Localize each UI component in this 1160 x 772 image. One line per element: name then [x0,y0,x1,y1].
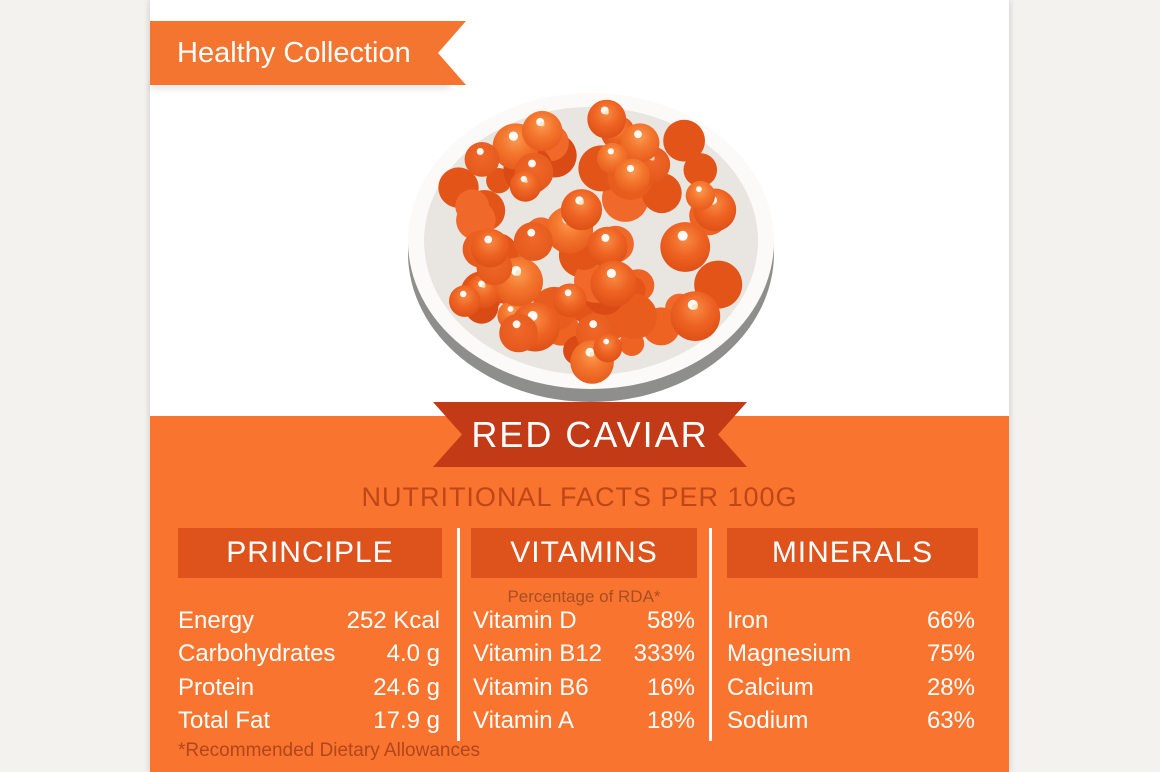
nutrient-value: 63% [926,707,975,735]
section-title: NUTRITIONAL FACTS PER 100G [361,482,798,512]
column-divider [709,528,712,741]
vitamins-rows: Vitamin D 58% Vitamin B12 333% Vitamin B… [473,604,695,738]
nutrient-value: 58% [646,606,695,634]
nutrient-label: Magnesium [727,640,852,668]
nutrient-value: 17.9 g [373,707,440,735]
minerals-rows: Iron 66% Magnesium 75% Calcium 28% Sodiu… [727,604,975,738]
nutrient-value: 16% [646,673,695,701]
column-header-principle: PRINCIPLE [178,528,442,578]
product-title-banner: RED CAVIAR [433,402,747,467]
nutrient-value: 333% [633,640,695,668]
nutrient-value: 28% [926,673,975,701]
nutrient-label: Vitamin A [473,707,574,735]
nutrient-row: Total Fat 17.9 g [178,705,440,739]
nutrient-row: Energy 252 Kcal [178,604,440,638]
nutrient-row: Vitamin B6 16% [473,671,695,705]
nutrient-row: Vitamin A 18% [473,705,695,739]
nutrient-row: Calcium 28% [727,671,975,705]
nutrient-label: Iron [727,606,769,634]
nutrient-row: Sodium 63% [727,705,975,739]
nutrient-value: 4.0 g [386,640,440,668]
column-header-vitamins: VITAMINS [471,528,697,578]
product-title: RED CAVIAR [471,414,709,455]
nutrient-label: Carbohydrates [178,640,336,668]
nutrient-label: Calcium [727,673,814,701]
nutrient-value: 18% [646,707,695,735]
nutrient-value: 66% [926,606,975,634]
nutrient-label: Vitamin B6 [473,673,589,701]
nutrient-label: Sodium [727,707,809,735]
ribbon-shadow [150,83,450,89]
collection-ribbon-label: Healthy Collection [177,37,411,69]
nutrient-value: 24.6 g [373,673,440,701]
column-divider [457,528,460,741]
nutrient-row: Carbohydrates 4.0 g [178,638,440,672]
principle-rows: Energy 252 Kcal Carbohydrates 4.0 g Prot… [178,604,440,738]
nutrient-label: Total Fat [178,707,271,735]
caviar-eggs [438,99,743,384]
nutrient-label: Vitamin D [473,606,577,634]
caviar-plate-illustration [408,93,774,402]
collection-ribbon: Healthy Collection [150,21,466,85]
nutrient-row: Magnesium 75% [727,638,975,672]
nutrient-value: 252 Kcal [346,606,440,634]
nutrient-label: Energy [178,606,255,634]
nutrient-row: Vitamin B12 333% [473,638,695,672]
nutrient-row: Protein 24.6 g [178,671,440,705]
rda-note: Percentage of RDA* [507,587,661,606]
nutrient-label: Protein [178,673,255,701]
column-header-minerals: MINERALS [727,528,978,578]
nutrient-label: Vitamin B12 [473,640,602,668]
nutrient-value: 75% [926,640,975,668]
facts-panel [150,416,1009,772]
nutrient-row: Vitamin D 58% [473,604,695,638]
nutrient-row: Iron 66% [727,604,975,638]
footnote: *Recommended Dietary Allowances [178,740,481,761]
